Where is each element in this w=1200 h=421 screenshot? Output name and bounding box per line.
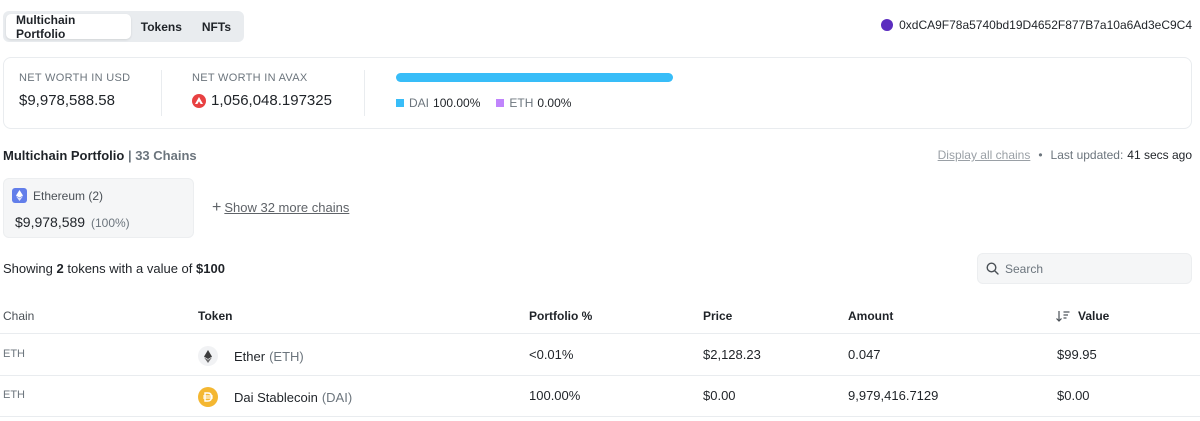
divider [364,70,365,116]
legend-name: ETH [509,96,534,110]
row-chain: ETH [3,348,25,360]
allocation-bar [396,73,673,82]
legend-pct: 100.00% [433,96,481,110]
token-name: Dai Stablecoin [234,389,318,405]
last-updated: Display all chains • Last updated: 41 se… [938,148,1192,162]
net-worth-avax: NET WORTH IN AVAX 1,056,048.197325 [192,72,332,109]
search-icon [986,262,999,275]
tab-multichain-portfolio[interactable]: Multichain Portfolio [6,13,131,41]
last-updated-label: Last updated: [1050,148,1124,162]
column-header-portfolio[interactable]: Portfolio % [529,309,593,323]
column-header-amount[interactable]: Amount [848,309,894,323]
chain-card-value: $9,978,589 [15,214,86,230]
show-more-chains-label: Show 32 more chains [224,200,350,215]
legend-pct: 0.00% [537,96,572,110]
token-name: Ether [234,348,266,364]
ether-icon [198,346,218,366]
row-chain: ETH [3,389,25,401]
legend-swatch [496,99,505,107]
wallet-avatar-icon [881,19,894,31]
summary-prefix: Showing [3,261,53,276]
row-amount: 9,979,416.7129 [848,388,939,403]
legend-item-eth: ETH 0.00% [496,96,571,110]
chain-card-value-row: $9,978,589 (100%) [15,214,130,230]
row-divider [0,375,1200,376]
avalanche-icon [192,93,206,108]
token-summary: Showing 2 tokens with a value of $100 [3,261,225,276]
view-tabs: Multichain Portfolio Tokens NFTs [3,11,244,42]
column-header-value: Value [1078,309,1110,323]
legend-swatch [396,99,404,107]
chain-card-ethereum[interactable]: Ethereum (2) $9,978,589 (100%) [3,178,194,238]
row-value: $99.95 [1057,347,1097,362]
summary-middle: tokens with a value of [67,261,193,276]
section-title: Multichain Portfolio | 33 Chains [3,148,197,163]
row-amount: 0.047 [848,347,881,362]
chain-card-name: Ethereum (2) [33,188,104,203]
summary-count: 2 [56,261,64,276]
search-box[interactable] [977,253,1192,284]
row-value: $0.00 [1057,388,1090,403]
summary-threshold: $100 [196,261,225,276]
ethereum-icon [12,188,27,203]
row-price: $0.00 [703,388,736,403]
row-portfolio: 100.00% [529,388,581,403]
row-token[interactable]: Dai Stablecoin (DAI) [198,387,352,407]
net-worth-usd: NET WORTH IN USD $9,978,588.58 [19,72,130,109]
token-symbol: (ETH) [269,348,304,364]
bullet-separator: • [1038,148,1043,162]
net-worth-avax-label: NET WORTH IN AVAX [192,72,308,84]
wallet-address[interactable]: 0xdCA9F78a5740bd19D4652F877B7a10a6Ad3eC9… [881,18,1192,32]
display-all-chains-link[interactable]: Display all chains [937,148,1031,162]
wallet-address-text: 0xdCA9F78a5740bd19D4652F877B7a10a6Ad3eC9… [899,18,1192,32]
net-worth-usd-label: NET WORTH IN USD [19,72,131,84]
last-updated-value: 41 secs ago [1127,148,1192,162]
row-token[interactable]: Ether (ETH) [198,346,304,366]
row-portfolio: <0.01% [529,347,574,362]
search-input[interactable] [1005,261,1185,276]
legend-name: DAI [409,96,430,110]
section-title-text: Multichain Portfolio [3,148,125,163]
plus-icon: + [212,199,222,216]
column-header-chain[interactable]: Chain [3,309,35,323]
net-worth-avax-value: 1,056,048.197325 [211,92,332,109]
chain-card-header: Ethereum (2) [12,188,103,203]
net-worth-usd-value: $9,978,588.58 [19,92,115,109]
row-divider [0,416,1200,417]
dai-icon [198,387,218,407]
column-header-token[interactable]: Token [198,309,233,323]
column-header-value-wrap[interactable]: Value [1056,309,1109,323]
table-header-divider [0,333,1200,334]
net-worth-avax-row: 1,056,048.197325 [192,92,332,109]
allocation-legend: DAI 100.00% ETH 0.00% [396,96,587,110]
tab-nfts[interactable]: NFTs [201,19,231,34]
chains-count: | 33 Chains [127,148,197,163]
sort-descending-icon[interactable] [1056,310,1070,322]
divider [161,70,162,116]
row-price: $2,128.23 [703,347,761,362]
token-symbol: (DAI) [321,389,353,405]
column-header-price[interactable]: Price [703,309,733,323]
chain-card-pct: (100%) [90,216,130,230]
net-worth-card: NET WORTH IN USD $9,978,588.58 NET WORTH… [3,57,1192,129]
tab-tokens[interactable]: Tokens [140,19,182,34]
legend-item-dai: DAI 100.00% [396,96,480,110]
show-more-chains-button[interactable]: + Show 32 more chains [212,199,350,216]
